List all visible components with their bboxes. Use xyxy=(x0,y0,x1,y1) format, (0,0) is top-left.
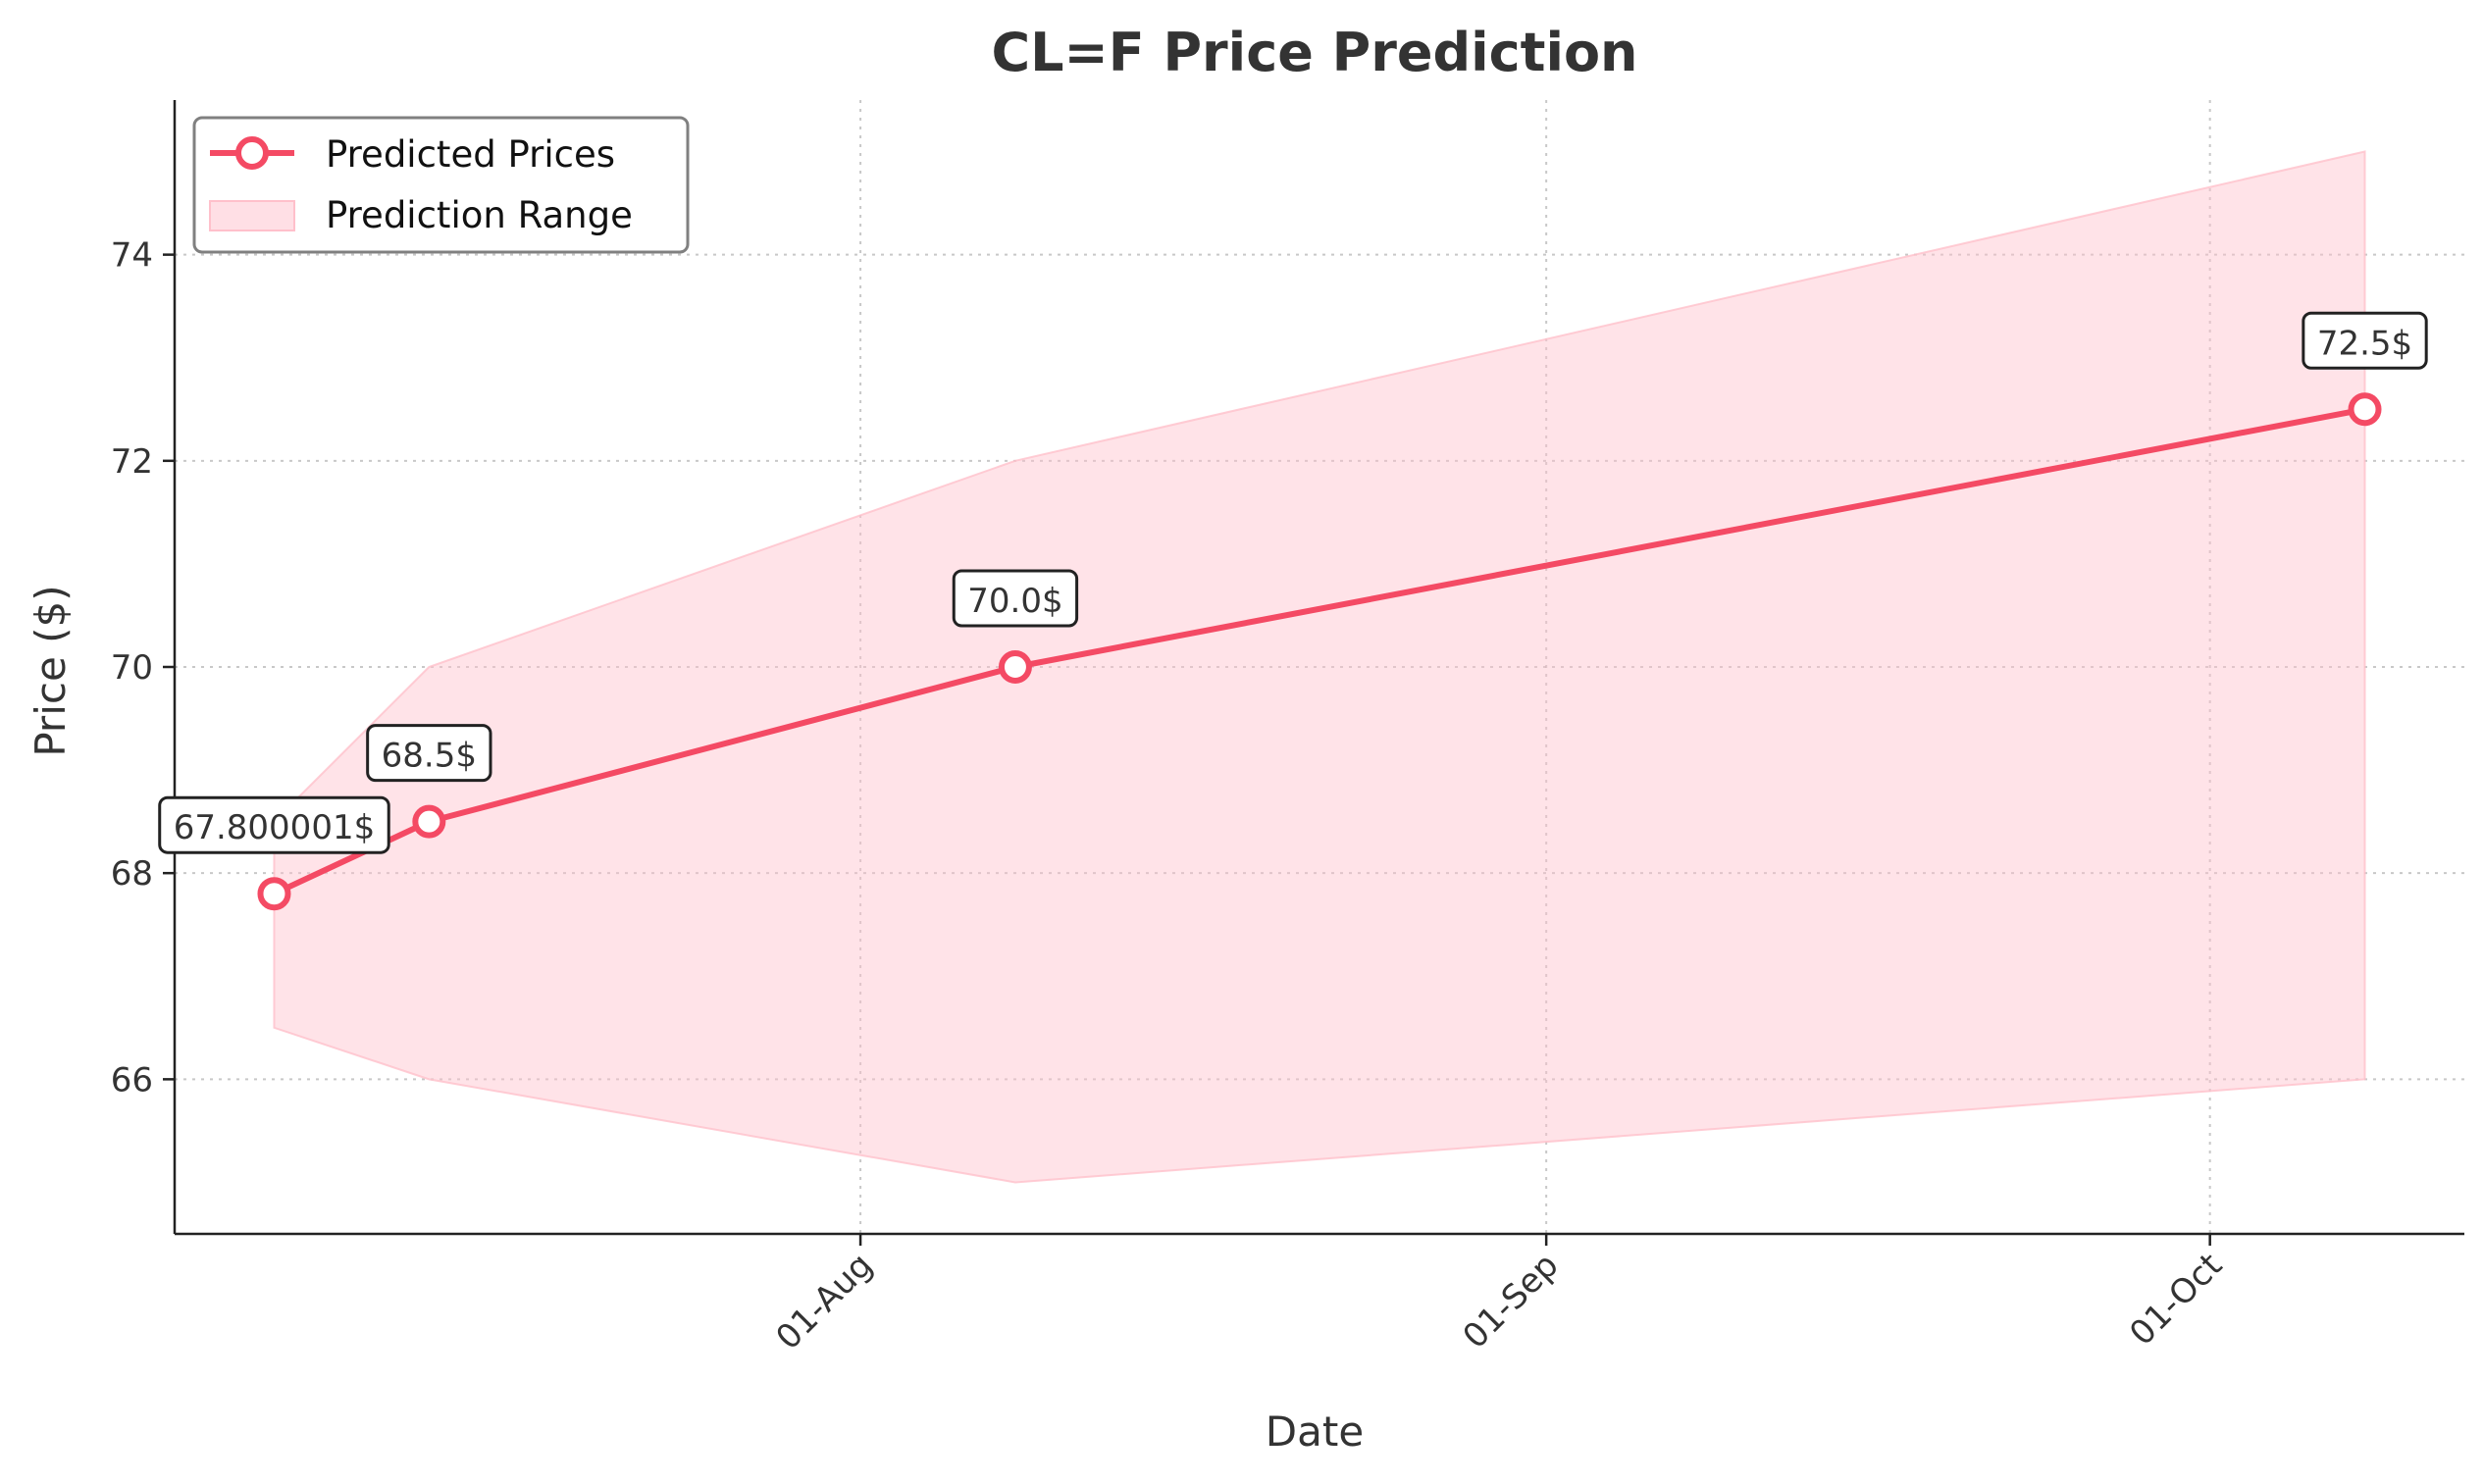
x-axis-label: Date xyxy=(1266,1407,1364,1456)
data-label-box-0 xyxy=(158,795,390,854)
predicted-prices-series xyxy=(257,392,2382,911)
data-label-1: 68.5$ xyxy=(382,737,477,776)
legend: Predicted Prices Prediction Range xyxy=(192,116,690,254)
point-annotations: 67.800001$68.5$ 70.0$ 72.5$ xyxy=(158,311,2428,854)
data-label-3: 72.5$ xyxy=(2317,324,2412,363)
legend-label-predicted-prices: Predicted Prices xyxy=(326,133,615,176)
legend-label-prediction-range: Prediction Range xyxy=(326,194,633,236)
y-axis-label: Price ($) xyxy=(26,585,75,756)
y-tick-label-66: 66 xyxy=(111,1060,153,1100)
legend-frame xyxy=(192,116,690,254)
y-tick-label-72: 72 xyxy=(111,442,153,482)
data-point-3 xyxy=(2348,392,2382,427)
data-point-2 xyxy=(998,650,1032,684)
data-label-2: 70.0$ xyxy=(967,582,1062,621)
legend-range-swatch xyxy=(209,200,295,231)
prediction-range-area xyxy=(273,150,2366,1184)
data-label-box-3 xyxy=(2302,311,2428,370)
data-point-0 xyxy=(257,877,291,911)
legend-circle-marker xyxy=(235,136,269,170)
predicted-prices-line xyxy=(271,406,2368,897)
chart-title: CL=F Price Prediction xyxy=(992,22,1638,83)
y-tick-label-74: 74 xyxy=(111,236,153,276)
data-label-box-1 xyxy=(366,724,492,783)
y-tick-label-70: 70 xyxy=(111,648,153,688)
y-tick-label-68: 68 xyxy=(111,854,153,894)
data-point-1 xyxy=(412,804,446,839)
axes xyxy=(163,100,2464,1246)
data-label-0: 67.800001$ xyxy=(174,808,376,847)
prediction-range-band xyxy=(273,150,2366,1184)
data-label-box-2 xyxy=(952,569,1079,628)
